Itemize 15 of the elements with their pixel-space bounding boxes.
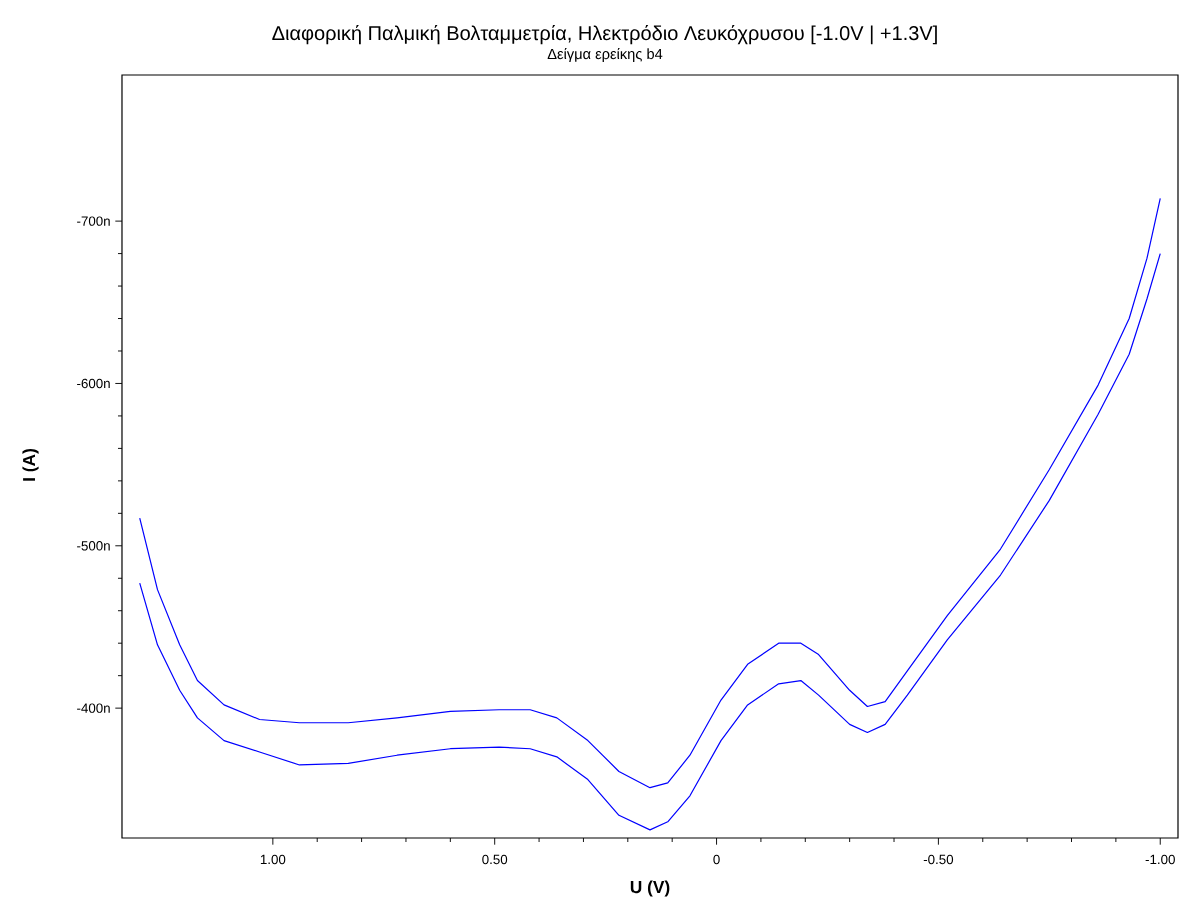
x-tick-label: 1.00 [260,854,286,865]
x-tick-label: -0.50 [923,854,954,865]
y-tick-label: -600n [77,378,110,389]
chart-title: Διαφορική Παλμική Βολταμμετρία, Ηλεκτρόδιο Λευκόχρυσου [-1.0V | +1.3V] [272,24,937,45]
y-tick-label: -700n [77,216,110,226]
line-series [139,197,1161,789]
y-tick-label: -400n [77,703,110,713]
line-series [139,252,1161,831]
x-tick-label: -1.00 [1145,854,1175,865]
x-tick-label: 0 [713,854,720,865]
y-axis-title: I (A) [22,449,39,481]
x-tick-label: 0.50 [482,854,508,865]
y-tick-label: -500n [77,541,110,551]
chart-subtitle: Δείγμα ερείκης b4 [547,47,663,63]
x-axis-title: U (V) [630,880,670,897]
